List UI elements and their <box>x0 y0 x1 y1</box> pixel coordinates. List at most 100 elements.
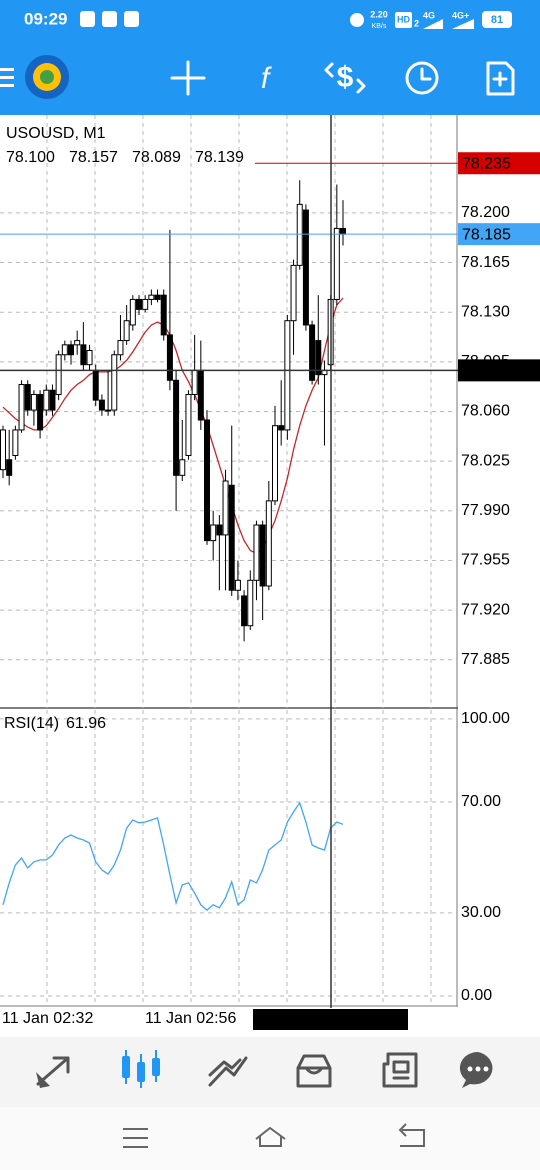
notif-icon <box>80 11 95 27</box>
candle-body <box>0 429 6 471</box>
signal-bars <box>423 19 443 29</box>
history-button[interactable] <box>405 61 439 95</box>
battery <box>482 11 512 28</box>
net-unit: KB/s <box>372 23 387 30</box>
crosshair-time: 2022.01.11 03:27 <box>257 1011 380 1028</box>
hd-label: HD <box>397 14 410 24</box>
back-button[interactable] <box>398 1123 425 1147</box>
indicators-button[interactable]: f <box>261 62 272 95</box>
candle-body <box>179 459 186 476</box>
y-tick-label: 70.00 <box>461 793 501 810</box>
crosshair-price-tag <box>458 359 540 382</box>
candle-body <box>105 409 112 412</box>
y-tick-label: 77.955 <box>461 552 510 569</box>
candle-body <box>222 480 229 536</box>
chart-tab[interactable] <box>122 1050 160 1088</box>
y-tick-label: 78.060 <box>461 403 510 420</box>
ohlc-value: 78.089 <box>132 149 181 166</box>
recents-button[interactable] <box>123 1128 148 1148</box>
candle-body <box>210 524 217 542</box>
candle-body <box>37 393 44 431</box>
notif-icon <box>102 11 117 27</box>
chart-layer: 100.00 70.00 30.00 0.00 RSI(14) 61.96 78.200 78… <box>0 115 540 1030</box>
app-logo[interactable] <box>25 55 69 99</box>
candle-body <box>123 320 130 342</box>
candle-body <box>290 264 297 322</box>
crosshair-button[interactable] <box>170 60 206 96</box>
new-order-button[interactable] <box>486 61 515 96</box>
candle-body <box>43 389 50 411</box>
y-tick-label: 100.00 <box>461 710 510 727</box>
candle-body <box>278 425 285 431</box>
signal-label: 4G+ <box>452 10 469 20</box>
x-tick-label: 11 Jan 02:32 <box>2 1010 93 1027</box>
rsi-line <box>2 801 344 911</box>
notif-icon <box>124 11 139 27</box>
candle-body <box>166 334 173 381</box>
candle-body <box>61 344 68 356</box>
y-tick-label: 78.200 <box>461 204 510 221</box>
y-tick-label: 77.990 <box>461 502 510 519</box>
trade-button[interactable]: $ <box>324 61 366 94</box>
candle-body <box>265 500 272 587</box>
hd-badge <box>395 12 412 28</box>
candle-body <box>142 298 149 310</box>
alarm-icon <box>350 13 364 27</box>
y-tick-label: 77.920 <box>461 601 510 618</box>
ohlc-value: 78.100 <box>6 149 55 166</box>
price-tag-label: 78.185 <box>462 226 511 243</box>
price-tag <box>458 223 540 246</box>
candle-body <box>74 340 81 346</box>
chart-title: USOUSD, M1 <box>6 125 106 142</box>
ohlc-value: 78.157 <box>69 149 118 166</box>
y-tick-label: 0.00 <box>461 987 492 1004</box>
y-tick-label: 78.130 <box>461 303 510 320</box>
ohlc-value: 78.139 <box>195 149 244 166</box>
nav-bar <box>0 1107 540 1170</box>
candle-body <box>30 393 37 411</box>
candle-body <box>241 595 248 627</box>
candle-body <box>259 524 266 587</box>
candle-body <box>247 579 254 627</box>
tab-bar <box>0 1037 540 1107</box>
candle-body <box>296 203 303 266</box>
candle-body <box>272 425 278 502</box>
candle-body <box>173 379 180 476</box>
candle-body <box>86 349 93 366</box>
candle-body <box>228 484 235 591</box>
indicator-title: RSI(14) <box>4 715 59 732</box>
battery-level: 81 <box>491 14 503 26</box>
sim-label: 2 <box>414 18 419 28</box>
price-tag <box>458 152 540 175</box>
candle-body <box>68 344 74 356</box>
candle-body <box>234 579 241 591</box>
candle-body <box>204 419 210 542</box>
history-tab[interactable] <box>296 1054 332 1088</box>
candle-body <box>117 340 124 356</box>
price-tag-label: 78.235 <box>462 155 511 172</box>
y-tick-label: 77.885 <box>461 651 510 668</box>
candle-body <box>148 294 155 300</box>
svg-text:$: $ <box>337 61 354 94</box>
home-button[interactable] <box>255 1126 286 1147</box>
candle-body <box>111 354 118 411</box>
candle-body <box>216 524 223 536</box>
news-tab[interactable] <box>382 1052 418 1088</box>
quotes-tab[interactable] <box>36 1056 70 1088</box>
trade-tab[interactable] <box>208 1056 248 1087</box>
candle-body <box>80 344 87 366</box>
menu-button[interactable] <box>0 68 14 87</box>
x-tick-label: 11 Jan 02:56 <box>145 1010 236 1027</box>
candle-body <box>6 459 13 476</box>
candle-body <box>129 298 136 326</box>
crosshair-time-tag <box>253 1009 408 1030</box>
net-speed: 2.20 <box>370 9 388 19</box>
chat-tab[interactable] <box>459 1051 493 1088</box>
candle-body <box>309 324 316 381</box>
candle-body <box>98 399 105 411</box>
candle-body <box>340 227 346 235</box>
candle-body <box>191 369 198 395</box>
candle-body <box>49 389 56 411</box>
candle-body <box>92 369 99 401</box>
